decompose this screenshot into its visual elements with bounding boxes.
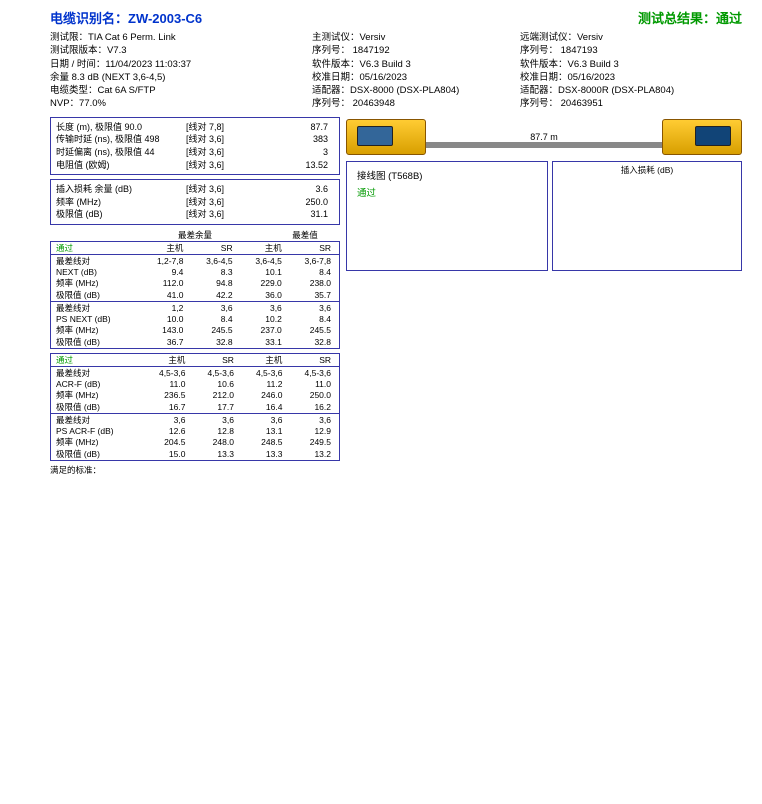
info-line: 序列号： 20463951 bbox=[520, 97, 742, 110]
table-row: 最差线对3,63,63,63,6 bbox=[51, 413, 339, 426]
cable-diagram: 87.7 m bbox=[346, 117, 742, 157]
measurements-box: 长度 (m), 极限值 90.0[线对 7,8]87.7传输时延 (ns), 极… bbox=[50, 117, 340, 175]
chart-insertion-loss: 插入损耗 (dB) bbox=[552, 161, 742, 271]
info-line: NVP：77.0% bbox=[50, 97, 312, 110]
table-row: 最差线对4,5-3,64,5-3,64,5-3,64,5-3,6 bbox=[51, 366, 339, 379]
measurement-row: 电阻值 (欧姆)[线对 3,6]13.52 bbox=[56, 159, 334, 172]
table-row: 频率 (MHz)236.5212.0246.0250.0 bbox=[51, 389, 339, 401]
info-line: 软件版本：V6.3 Build 3 bbox=[520, 58, 742, 71]
wiremap: 接线图 (T568B) 通过 bbox=[346, 161, 548, 271]
info-line: 校准日期：05/16/2023 bbox=[312, 71, 520, 84]
info-line: 软件版本：V6.3 Build 3 bbox=[312, 58, 520, 71]
table-row: PS NEXT (dB)10.08.410.28.4 bbox=[51, 314, 339, 324]
table-row: 极限值 (dB)16.717.716.416.2 bbox=[51, 401, 339, 414]
table-row: 极限值 (dB)15.013.313.313.2 bbox=[51, 448, 339, 460]
info-line: 校准日期：05/16/2023 bbox=[520, 71, 742, 84]
table-row: 频率 (MHz)143.0245.5237.0245.5 bbox=[51, 324, 339, 336]
info-line: 主测试仪：Versiv bbox=[312, 31, 520, 44]
il-box: 插入损耗 余量 (dB)[线对 3,6]3.6频率 (MHz)[线对 3,6]2… bbox=[50, 179, 340, 225]
info-line: 序列号： 1847193 bbox=[520, 44, 742, 57]
standards: 满足的标准： bbox=[50, 465, 340, 476]
test-result: 测试总结果：通过 bbox=[638, 8, 742, 27]
info-line: 适配器：DSX-8000R (DSX-PLA804) bbox=[520, 84, 742, 97]
table-row: NEXT (dB)9.48.310.18.4 bbox=[51, 267, 339, 277]
measurement-row: 传输时延 (ns), 极限值 498[线对 3,6]383 bbox=[56, 133, 334, 146]
info-line: 余量 8.3 dB (NEXT 3,6-4,5) bbox=[50, 71, 312, 84]
table-row: 极限值 (dB)41.042.236.035.7 bbox=[51, 289, 339, 302]
measurement-row: 极限值 (dB)[线对 3,6]31.1 bbox=[56, 208, 334, 221]
table-row: 最差线对1,2-7,83,6-4,53,6-4,53,6-7,8 bbox=[51, 254, 339, 267]
table-row: 极限值 (dB)36.732.833.132.8 bbox=[51, 336, 339, 348]
info-line: 测试限版本：V7.3 bbox=[50, 44, 312, 57]
info-line: 远端测试仪：Versiv bbox=[520, 31, 742, 44]
measurement-row: 插入损耗 余量 (dB)[线对 3,6]3.6 bbox=[56, 183, 334, 196]
table-row: ACR-F (dB)11.010.611.211.0 bbox=[51, 379, 339, 389]
data-table: 通过主机SR主机SR最差线对4,5-3,64,5-3,64,5-3,64,5-3… bbox=[50, 353, 340, 461]
cable-length: 87.7 m bbox=[426, 132, 662, 142]
info-line: 序列号： 20463948 bbox=[312, 97, 520, 110]
measurement-row: 时延偏离 (ns), 极限值 44[线对 3,6]3 bbox=[56, 146, 334, 159]
info-line: 电缆类型：Cat 6A S/FTP bbox=[50, 84, 312, 97]
table-row: PS ACR-F (dB)12.612.813.112.9 bbox=[51, 426, 339, 436]
table-row: 最差线对1,23,63,63,6 bbox=[51, 301, 339, 314]
info-block: 测试限：TIA Cat 6 Perm. Link测试限版本：V7.3日期 / 时… bbox=[50, 31, 742, 111]
table-row: 频率 (MHz)112.094.8229.0238.0 bbox=[51, 277, 339, 289]
measurement-row: 长度 (m), 极限值 90.0[线对 7,8]87.7 bbox=[56, 121, 334, 134]
info-line: 日期 / 时间：11/04/2023 11:03:37 bbox=[50, 58, 312, 71]
remote-tester-icon bbox=[662, 119, 742, 155]
info-line: 测试限：TIA Cat 6 Perm. Link bbox=[50, 31, 312, 44]
table-row: 频率 (MHz)204.5248.0248.5249.5 bbox=[51, 436, 339, 448]
measurement-row: 频率 (MHz)[线对 3,6]250.0 bbox=[56, 196, 334, 209]
main-tester-icon bbox=[346, 119, 426, 155]
info-line: 适配器：DSX-8000 (DSX-PLA804) bbox=[312, 84, 520, 97]
info-line: 序列号： 1847192 bbox=[312, 44, 520, 57]
cable-id: 电缆识别名：ZW-2003-C6 bbox=[50, 8, 202, 27]
data-table: 通过主机SR主机SR最差线对1,2-7,83,6-4,53,6-4,53,6-7… bbox=[50, 241, 340, 349]
